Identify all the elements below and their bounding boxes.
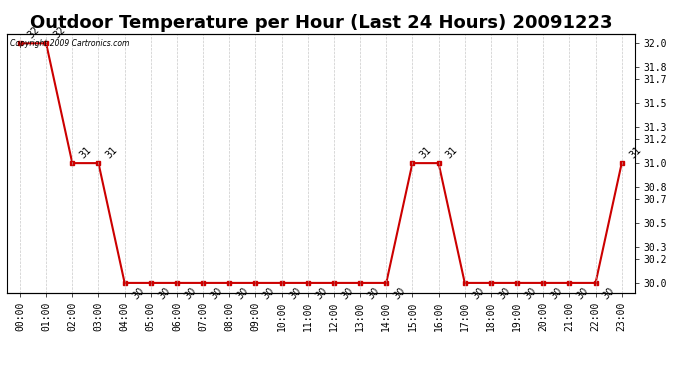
Text: 31: 31 [104, 145, 120, 160]
Text: 30: 30 [208, 286, 224, 302]
Text: 30: 30 [471, 286, 486, 302]
Text: 31: 31 [627, 145, 643, 160]
Text: 31: 31 [418, 145, 434, 160]
Text: 30: 30 [287, 286, 303, 302]
Text: 31: 31 [444, 145, 460, 160]
Text: 30: 30 [235, 286, 250, 302]
Text: 30: 30 [313, 286, 329, 302]
Text: 30: 30 [392, 286, 408, 302]
Text: 30: 30 [130, 286, 146, 302]
Text: 31: 31 [78, 145, 94, 160]
Text: 30: 30 [183, 286, 198, 302]
Text: 30: 30 [157, 286, 172, 302]
Text: 30: 30 [522, 286, 538, 302]
Text: 30: 30 [261, 286, 277, 302]
Text: 30: 30 [575, 286, 591, 302]
Text: 30: 30 [497, 286, 512, 302]
Title: Outdoor Temperature per Hour (Last 24 Hours) 20091223: Outdoor Temperature per Hour (Last 24 Ho… [30, 14, 612, 32]
Text: 30: 30 [601, 286, 617, 302]
Text: 32: 32 [52, 25, 68, 40]
Text: 30: 30 [366, 286, 382, 302]
Text: 30: 30 [549, 286, 564, 302]
Text: 30: 30 [339, 286, 355, 302]
Text: Copyright 2009 Cartronics.com: Copyright 2009 Cartronics.com [10, 39, 130, 48]
Text: 32: 32 [26, 25, 41, 40]
